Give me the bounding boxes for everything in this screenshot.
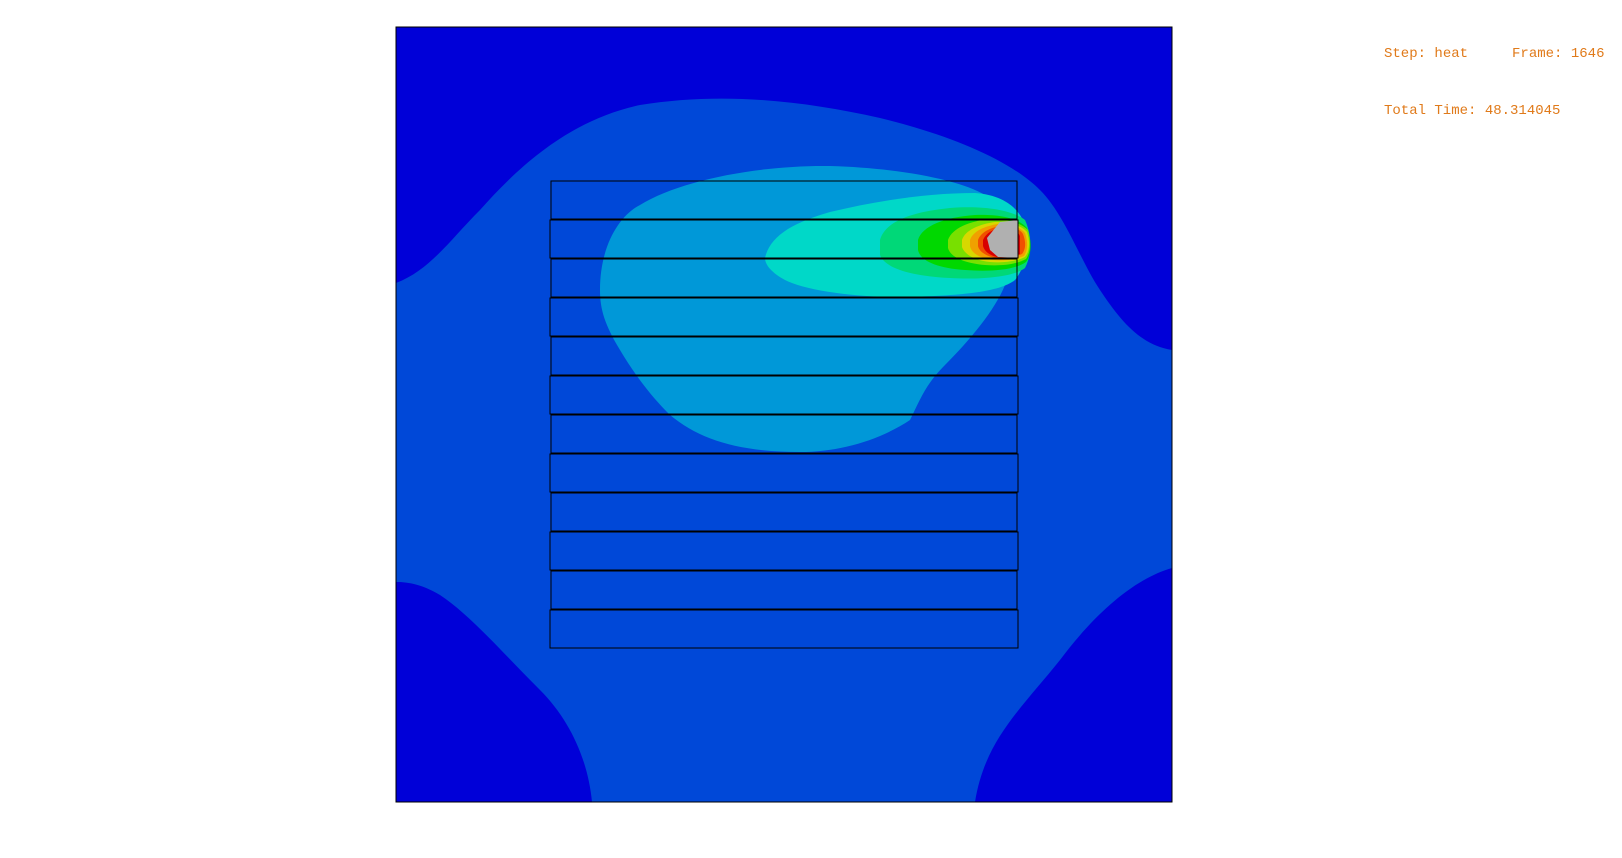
layer-outline — [549, 375, 1019, 415]
layer-outline — [549, 219, 1019, 259]
layer-outline — [549, 453, 1019, 493]
layer-outline — [550, 258, 1018, 298]
layer-outline — [549, 531, 1019, 571]
layer-outline — [550, 414, 1018, 454]
layer-stack — [549, 180, 1019, 649]
frame-label: Frame: — [1512, 46, 1563, 62]
layer-outline — [549, 609, 1019, 649]
layer-outline — [550, 180, 1018, 220]
step-value: heat — [1434, 46, 1469, 62]
total-time-label: Total Time: — [1384, 103, 1477, 119]
contour-band-exceeded — [987, 220, 1018, 258]
layer-outline — [550, 336, 1018, 376]
layer-outline — [550, 492, 1018, 532]
domain-outline — [395, 26, 1173, 803]
total-time-line: Total Time: 48.314045 — [1384, 102, 1604, 121]
frame-value: 1646 — [1570, 46, 1605, 62]
step-label: Step: — [1384, 46, 1427, 62]
layer-outline — [550, 570, 1018, 610]
layer-outline — [549, 297, 1019, 337]
step-info-overlay: Step: heat Frame: 1646 Total Time: 48.314… — [1384, 7, 1604, 159]
step-frame-line: Step: heat Frame: 1646 — [1384, 45, 1604, 64]
total-time-value: 48.314045 — [1484, 103, 1561, 119]
